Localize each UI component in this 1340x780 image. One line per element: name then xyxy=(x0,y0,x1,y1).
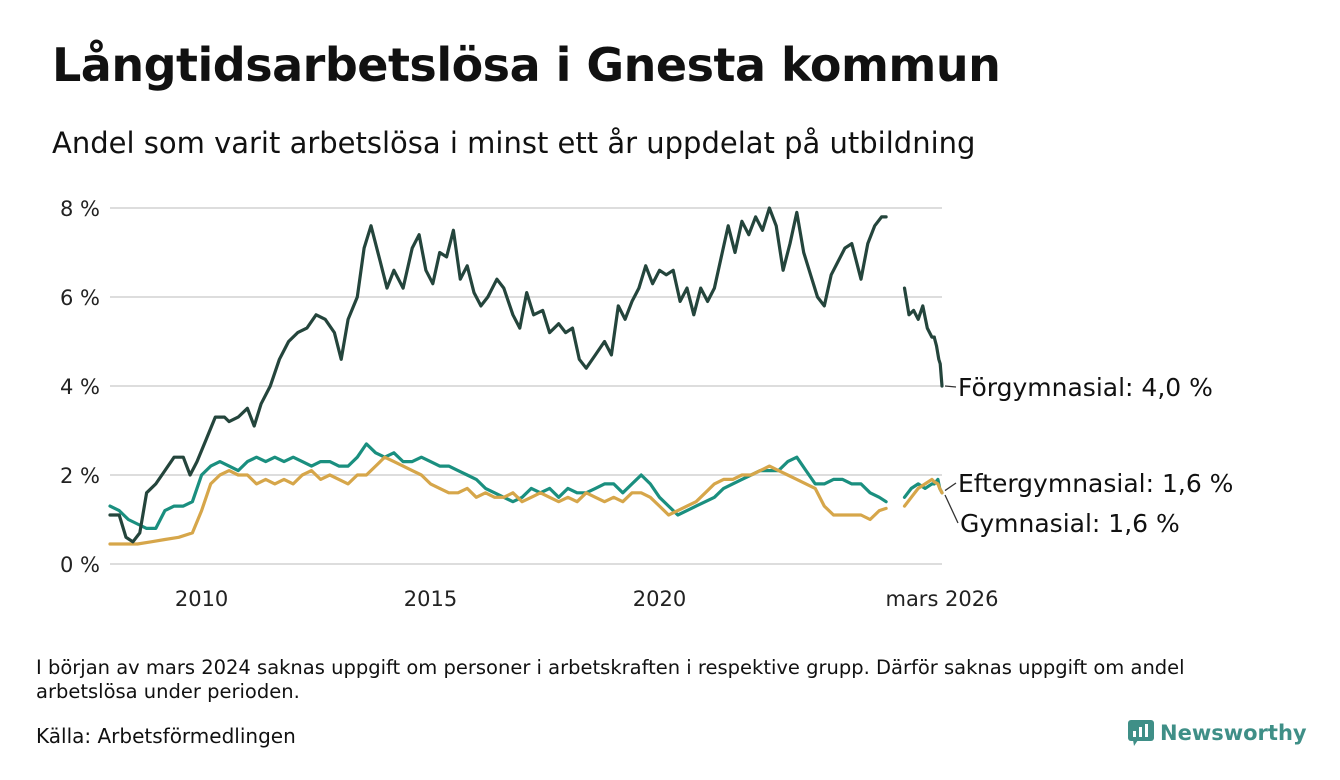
footnote: I början av mars 2024 saknas uppgift om … xyxy=(36,656,1185,703)
end-label-gymnasial: Gymnasial: 1,6 % xyxy=(960,509,1180,538)
y-tick-label: 6 % xyxy=(60,286,100,310)
end-label-leader-förgymnasial xyxy=(944,385,957,388)
series-line-förgymnasial-1 xyxy=(902,286,936,339)
end-label-leader-gymnasial xyxy=(944,494,959,524)
y-tick-label: 2 % xyxy=(60,464,100,488)
line-chart: 0 % 2 % 4 % 6 % 8 % 2010 2015 2020 mars 2026 Förg… xyxy=(60,197,1233,611)
chart-title: Långtidsarbetslösa i Gnesta kommun xyxy=(52,38,1001,92)
newsworthy-logo: Newsworthy xyxy=(1128,718,1307,748)
series-line-gymnasial-0 xyxy=(108,455,888,546)
source-text: Källa: Arbetsförmedlingen xyxy=(36,724,296,748)
series-line-gymnasial-2 xyxy=(932,480,944,495)
y-tick-label: 0 % xyxy=(60,553,100,577)
x-tick-label: mars 2026 xyxy=(885,587,998,611)
series-line-eftergymnasial-0 xyxy=(108,442,888,530)
series-line-förgymnasial-0 xyxy=(108,206,888,544)
x-tick-label: 2015 xyxy=(404,587,457,611)
newsworthy-logo-icon xyxy=(1128,720,1154,746)
series-line-gymnasial-1 xyxy=(902,477,936,508)
end-label-eftergymnasial: Eftergymnasial: 1,6 % xyxy=(958,469,1233,498)
x-tick-label: 2020 xyxy=(633,587,686,611)
newsworthy-logo-text: Newsworthy xyxy=(1160,721,1307,745)
end-label-leader-eftergymnasial xyxy=(944,482,957,492)
y-tick-label: 4 % xyxy=(60,375,100,399)
end-label-förgymnasial: Förgymnasial: 4,0 % xyxy=(958,373,1213,402)
y-tick-label: 8 % xyxy=(60,197,100,221)
series-line-förgymnasial-2 xyxy=(932,335,944,388)
chart-subtitle: Andel som varit arbetslösa i minst ett å… xyxy=(52,126,976,160)
x-tick-label: 2010 xyxy=(175,587,228,611)
